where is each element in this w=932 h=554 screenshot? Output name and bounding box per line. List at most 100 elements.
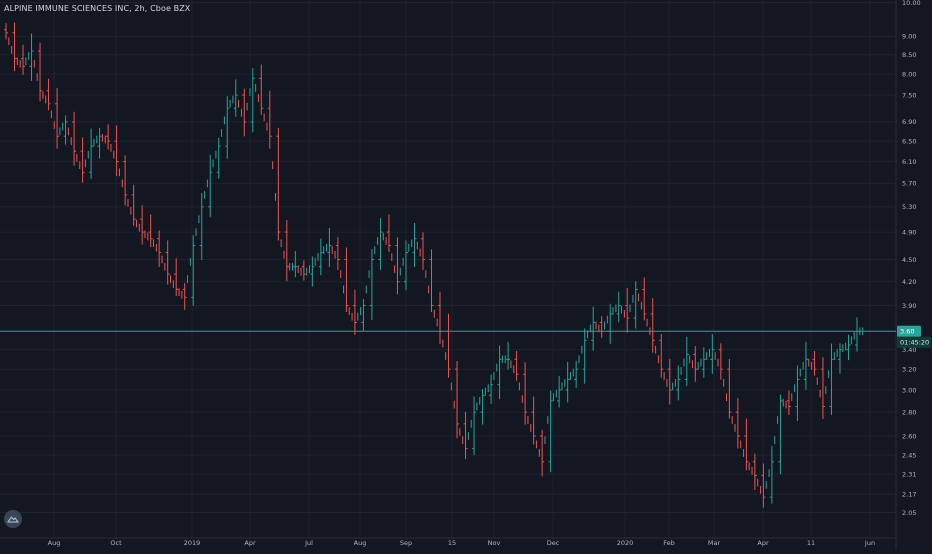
tradingview-logo-icon[interactable] [4, 510, 22, 528]
ohlc-bar [140, 205, 145, 245]
ohlc-bar [744, 418, 749, 471]
ohlc-bar [642, 277, 647, 321]
price-tick-label: 9.00 [902, 33, 916, 41]
ohlc-bar [72, 111, 77, 166]
mountain-icon [7, 516, 19, 523]
ohlc-bar [233, 79, 238, 117]
ohlc-bar [531, 396, 536, 445]
ohlc-bar [165, 240, 170, 285]
ohlc-bar [55, 88, 60, 149]
ohlc-bar [429, 249, 434, 313]
ohlc-bar [565, 361, 570, 403]
time-tick-label: Jun [864, 539, 875, 547]
price-tick-label: 5.70 [902, 180, 916, 188]
ohlc-bar [710, 333, 715, 374]
price-tick-label: 3.90 [902, 302, 916, 310]
chart-title: ALPINE IMMUNE SCIENCES INC, 2h, Cboe BZX [4, 4, 191, 13]
ohlc-bar [693, 346, 698, 382]
price-tick-label: 2.17 [902, 490, 916, 498]
ohlc-bar [769, 446, 774, 504]
ohlc-bar [752, 453, 757, 490]
ohlc-bar [123, 155, 128, 206]
ohlc-bar [369, 249, 374, 321]
ohlc-bar [803, 341, 808, 390]
ohlc-bar [114, 125, 119, 177]
price-tick-label: 5.30 [902, 203, 916, 211]
price-tick-label: 3.00 [902, 386, 916, 394]
price-tick-label: 6.10 [902, 158, 916, 166]
ohlc-bar [89, 128, 94, 179]
time-tick-label: 2019 [184, 539, 201, 547]
price-tick-label: 4.50 [902, 256, 916, 264]
ohlc-bar [225, 96, 230, 159]
ohlc-bar [557, 376, 562, 408]
ohlc-bar [820, 357, 825, 419]
price-tick-label: 8.00 [902, 71, 916, 79]
ohlc-bar [472, 396, 477, 456]
ohlc-bar [548, 390, 553, 473]
ohlc-bar [514, 351, 519, 381]
ohlc-bar [182, 283, 187, 310]
time-tick-label: Apr [757, 539, 769, 547]
ohlc-bar [735, 398, 740, 449]
time-tick-label: 2020 [617, 539, 634, 547]
ohlc-bar [148, 214, 153, 248]
ohlc-bar [829, 343, 834, 415]
ohlc-bars [4, 22, 864, 508]
price-tick-label: 3.40 [902, 346, 916, 354]
ohlc-bar [352, 289, 357, 335]
ohlc-bar [276, 127, 281, 241]
ohlc-bar [12, 22, 17, 72]
ohlc-bar [242, 88, 247, 137]
ohlc-bar [489, 374, 494, 404]
ohlc-bar [420, 232, 425, 270]
ohlc-bar [284, 220, 289, 282]
ohlc-bar [463, 411, 468, 460]
ohlc-bar [38, 42, 43, 102]
price-tick-label: 2.31 [902, 470, 916, 478]
ohlc-bar [403, 240, 408, 291]
ohlc-bar [455, 360, 460, 439]
ohlc-bar [131, 184, 136, 226]
price-tick-label: 6.50 [902, 137, 916, 145]
ohlc-bar [667, 359, 672, 405]
ohlc-bar [795, 365, 800, 421]
ohlc-bar [523, 362, 528, 425]
ohlc-bar [301, 260, 306, 281]
time-tick-label: Apr [244, 539, 256, 547]
ohlc-bar [837, 343, 842, 374]
time-tick-label: Aug [48, 539, 61, 547]
countdown-badge [897, 336, 931, 348]
ohlc-bar [701, 347, 706, 378]
ohlc-bar [199, 192, 204, 260]
time-tick-label: Aug [354, 539, 367, 547]
ohlc-bar [676, 365, 681, 401]
price-tick-label: 2.60 [902, 432, 916, 440]
ohlc-bar [327, 227, 332, 267]
grid [0, 0, 896, 538]
ohlc-bar [591, 306, 596, 351]
ohlc-bar [633, 281, 638, 329]
ohlc-bar [4, 23, 8, 40]
ohlc-bar [786, 390, 791, 415]
ohlc-bar [318, 238, 323, 276]
ohlc-bar [259, 64, 264, 115]
ohlc-bar [412, 223, 417, 267]
price-tick-label: 2.80 [902, 408, 916, 416]
price-tick-label: 2.45 [902, 451, 916, 459]
ohlc-bar [650, 298, 655, 353]
ohlc-bar [812, 351, 817, 376]
price-tick-label: 10.00 [902, 0, 921, 7]
price-tick-label: 4.20 [902, 278, 916, 286]
ohlc-bar [344, 247, 349, 313]
time-tick-label: Sep [400, 539, 412, 547]
price-tick-label: 3.20 [902, 365, 916, 373]
price-tick-label: 4.90 [902, 228, 916, 236]
ohlc-bar [63, 115, 68, 145]
time-tick-label: Jul [304, 539, 313, 547]
ohlc-bar [29, 33, 34, 81]
ohlc-bar [540, 429, 545, 477]
ohlc-bar [386, 214, 391, 252]
